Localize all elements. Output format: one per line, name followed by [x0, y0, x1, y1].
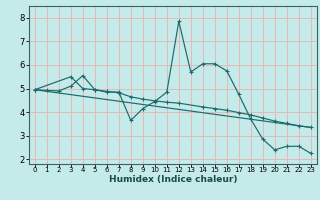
X-axis label: Humidex (Indice chaleur): Humidex (Indice chaleur): [108, 175, 237, 184]
